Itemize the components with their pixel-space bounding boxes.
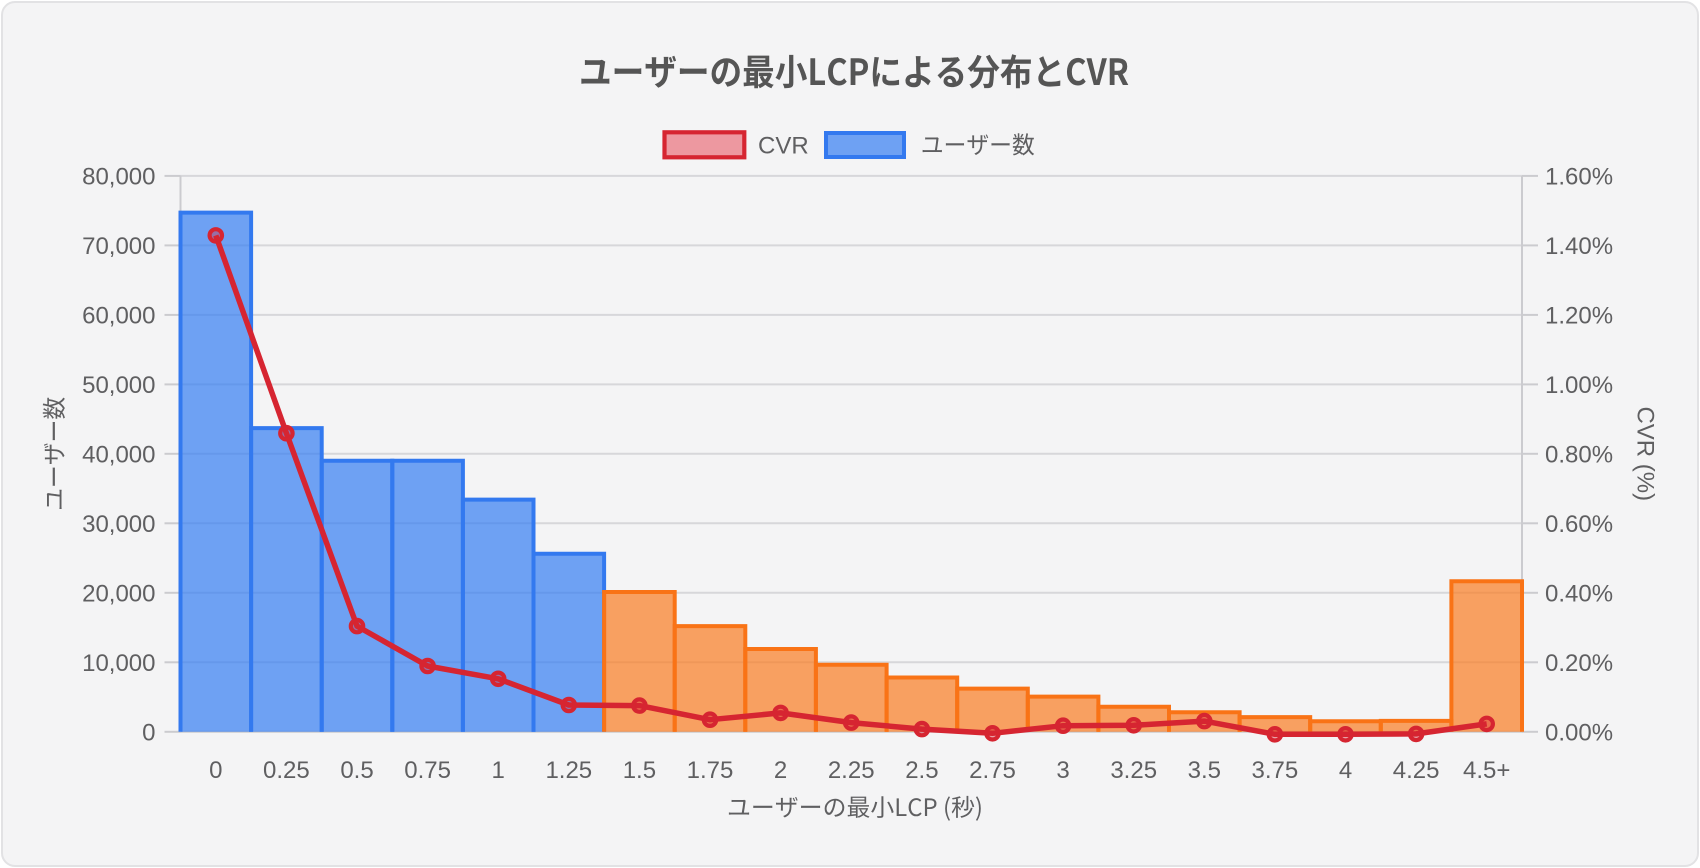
svg-text:1: 1 [492, 757, 505, 784]
svg-text:1.00%: 1.00% [1545, 372, 1613, 399]
svg-text:0: 0 [142, 719, 155, 746]
svg-text:0.25: 0.25 [263, 757, 310, 784]
svg-text:2: 2 [774, 757, 787, 784]
svg-text:CVR (%): CVR (%) [1632, 406, 1659, 501]
svg-text:10,000: 10,000 [82, 650, 155, 677]
svg-text:0: 0 [209, 757, 222, 784]
svg-text:1.60%: 1.60% [1545, 163, 1613, 190]
svg-text:1.75: 1.75 [687, 757, 734, 784]
svg-text:80,000: 80,000 [82, 163, 155, 190]
svg-text:3.5: 3.5 [1188, 757, 1221, 784]
svg-text:3.25: 3.25 [1110, 757, 1157, 784]
svg-text:0.60%: 0.60% [1545, 511, 1613, 538]
svg-text:60,000: 60,000 [82, 302, 155, 329]
svg-text:0.20%: 0.20% [1545, 650, 1613, 677]
svg-text:70,000: 70,000 [82, 233, 155, 260]
svg-text:3: 3 [1056, 757, 1069, 784]
svg-text:1.20%: 1.20% [1545, 302, 1613, 329]
svg-text:0.75: 0.75 [404, 757, 451, 784]
svg-text:1.25: 1.25 [545, 757, 592, 784]
svg-text:4: 4 [1339, 757, 1352, 784]
svg-text:2.75: 2.75 [969, 757, 1016, 784]
svg-text:CVR: CVR [758, 133, 809, 160]
svg-text:2.25: 2.25 [828, 757, 875, 784]
svg-text:1.40%: 1.40% [1545, 233, 1613, 260]
svg-text:20,000: 20,000 [82, 580, 155, 607]
svg-text:0.40%: 0.40% [1545, 580, 1613, 607]
svg-text:4.25: 4.25 [1393, 757, 1440, 784]
svg-text:2.5: 2.5 [905, 757, 938, 784]
svg-text:30,000: 30,000 [82, 511, 155, 538]
svg-text:4.5+: 4.5+ [1463, 757, 1510, 784]
svg-text:1.5: 1.5 [623, 757, 656, 784]
svg-text:0.00%: 0.00% [1545, 719, 1613, 746]
svg-text:50,000: 50,000 [82, 372, 155, 399]
svg-text:3.75: 3.75 [1252, 757, 1299, 784]
svg-text:0.80%: 0.80% [1545, 441, 1613, 468]
svg-text:40,000: 40,000 [82, 441, 155, 468]
svg-text:0.5: 0.5 [340, 757, 373, 784]
